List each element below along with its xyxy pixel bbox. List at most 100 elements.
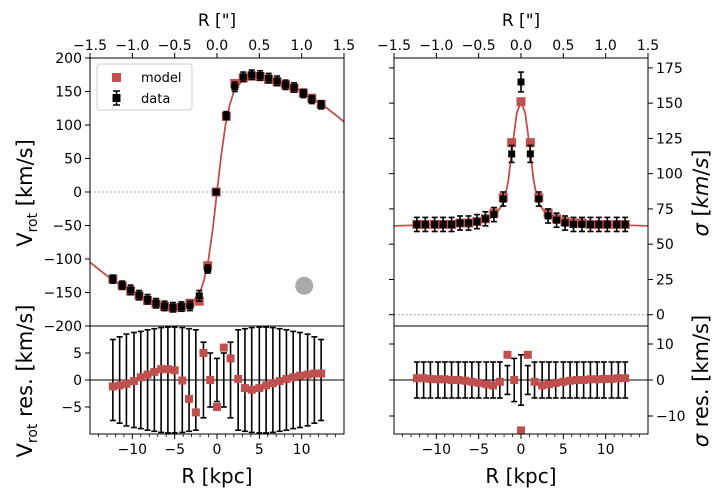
vrot-res-point [226, 354, 235, 363]
sigma-data-point [439, 220, 447, 228]
vrot-res-point [122, 379, 131, 388]
sigma-res-point [579, 376, 588, 384]
sigma-data-point [603, 220, 611, 228]
sigma-res-point [495, 377, 504, 386]
vrot-res-point [206, 376, 215, 384]
vrot-res-point [268, 379, 277, 388]
sigma-res-point [489, 381, 498, 390]
left-top-xlabel: R ["] [198, 11, 236, 31]
vrot-data-point [231, 83, 239, 91]
vrot-res-point [136, 373, 145, 382]
sigma-res-xtick-label: 0 [517, 442, 526, 458]
vrot-res-point [295, 371, 304, 380]
sigma-res-xtick-label: −5 [468, 442, 489, 458]
sigma-data-point [517, 78, 525, 86]
legend-data-marker [112, 90, 121, 106]
vrot-data-point [308, 96, 316, 104]
vrot-res-point [240, 384, 249, 393]
sigma-res-point [523, 350, 532, 359]
vrot-data-point [282, 81, 290, 89]
sigma-ytick-label: 100 [656, 167, 683, 183]
vrot-ytick-label: −200 [44, 319, 82, 335]
sigma-res-point [572, 376, 581, 384]
sigma-res-point [586, 375, 595, 384]
vrot-top-xtick-label: 1.0 [291, 38, 313, 54]
sigma-res-point [482, 380, 491, 389]
sigma-top-xtick-label: −0.5 [462, 38, 496, 54]
sigma-data-point [569, 220, 577, 228]
vrot-res-point [185, 394, 194, 403]
vrot-res-point [191, 408, 200, 417]
sigma-res-point [559, 377, 568, 386]
sigma-res-point [474, 378, 483, 387]
vrot-res-point [143, 370, 152, 379]
vrot-top-xtick-label: 0.5 [248, 38, 270, 54]
sigma-ytick-label: 150 [656, 96, 683, 112]
left-bottom-xlabel: R [kpc] [181, 464, 252, 488]
sigma-res-point [440, 375, 449, 384]
sigma-ytick-label: 175 [656, 61, 683, 77]
vrot-data-point [204, 265, 212, 273]
sigma-model-point [516, 97, 526, 107]
vrot-data-point [273, 77, 281, 85]
vrot-data-point [127, 286, 135, 294]
sigma-top-xtick-label: 1.5 [637, 38, 659, 54]
vrot-res-xtick-label: 5 [255, 442, 264, 458]
sigma-data-point [499, 195, 507, 203]
left-frame [89, 57, 345, 435]
beam-marker [295, 276, 314, 295]
sigma-res-ytick-label: 0 [656, 373, 665, 389]
right-bottom-ylabel: σ res. [km/s] [689, 315, 713, 447]
sigma-res-xtick-label: −10 [422, 442, 452, 458]
right-bottom-xlabel: R [kpc] [485, 464, 556, 488]
sigma-data-point [535, 195, 543, 203]
vrot-res-point [115, 381, 124, 390]
vrot-res-xtick-label: 10 [293, 442, 311, 458]
sigma-top-xtick-label: 0.0 [510, 38, 532, 54]
vrot-res-point [157, 365, 166, 374]
vrot-data-point [256, 71, 264, 79]
vrot-ytick-label: −50 [52, 219, 82, 235]
sigma-res-xtick-label: 10 [597, 442, 615, 458]
vrot-res-xtick-label: −5 [164, 442, 185, 458]
sigma-ytick-label: 75 [656, 202, 674, 218]
vrot-ytick-label: 100 [55, 118, 82, 134]
vrot-res-point [150, 367, 159, 376]
sigma-data-point [508, 150, 516, 158]
dispersion-panel: 0 25 50 75 100 125 150 175 −1.5 −1.0 −0.5 0.0 0.5 1.0… [377, 38, 683, 324]
vrot-ytick-label: 150 [55, 85, 82, 101]
vrot-ytick-label: −100 [44, 252, 82, 268]
vrot-res-point [234, 374, 243, 383]
sigma-top-xtick-label: 1.0 [595, 38, 617, 54]
sigma-top-xtick-label: −1.5 [377, 38, 411, 54]
vrot-res-point [170, 366, 179, 375]
sigma-data-point [456, 219, 464, 227]
sigma-data-point [448, 220, 456, 228]
sigma-data-point [553, 216, 561, 224]
vrot-res-point [219, 343, 228, 352]
vrot-top-xtick-label: −1.0 [115, 38, 149, 54]
sigma-top-xtick-label: −1.0 [419, 38, 453, 54]
sigma-data-point [421, 220, 429, 228]
sigma-ytick-label: 50 [656, 237, 674, 253]
vrot-res-ytick-label: 5 [73, 346, 82, 362]
sigma-res-point [530, 377, 539, 386]
sigma-res-point [454, 376, 463, 384]
vrot-res-point [275, 377, 284, 386]
vrot-res-point [317, 369, 326, 378]
sigma-data-point [465, 219, 473, 227]
vrot-data-point [299, 90, 307, 98]
sigma-res-point [419, 374, 428, 383]
sigma-data-point [595, 220, 603, 228]
sigma-res-point [614, 374, 623, 383]
vrot-res-point [163, 365, 172, 374]
vrot-data-point [135, 291, 143, 299]
sigma-res-ytick-label: 10 [656, 337, 674, 353]
vrot-data-point [109, 275, 117, 283]
vrot-data-point [212, 188, 220, 196]
right-top-xlabel: R ["] [502, 11, 540, 31]
vrot-res-point [262, 381, 271, 390]
sigma-data-point [544, 212, 552, 220]
sigma-data-point [481, 215, 489, 223]
